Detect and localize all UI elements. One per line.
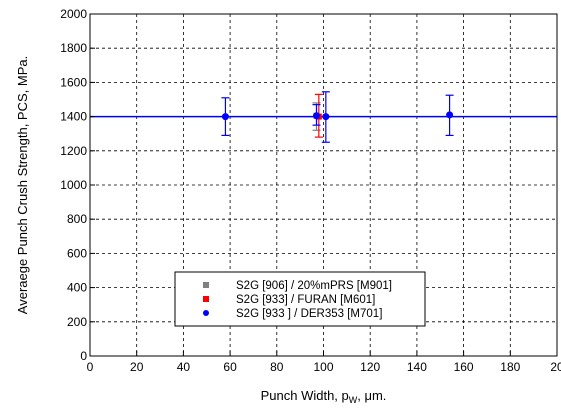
- legend-label: S2G [906] / 20%mPRS [M901]: [236, 280, 392, 292]
- legend-marker: [203, 310, 209, 316]
- legend-entry-2: S2G [933] / FURAN [M601]: [203, 294, 375, 306]
- legend-entry-1: S2G [906] / 20%mPRS [M901]: [203, 280, 392, 292]
- series-3: [221, 91, 454, 143]
- x-tick-label: 60: [223, 360, 237, 374]
- legend-marker: [203, 296, 209, 302]
- data-point: [322, 113, 330, 121]
- x-tick-label: 140: [407, 360, 427, 374]
- x-tick-label: 160: [454, 360, 474, 374]
- x-axis-label-tail: , μm.: [357, 388, 386, 403]
- x-tick-label: 80: [270, 360, 284, 374]
- y-tick-label: 600: [67, 246, 87, 260]
- y-tick-label: 200: [67, 315, 87, 329]
- x-tick-label: 180: [500, 360, 520, 374]
- x-axis-label-subscript: W: [349, 395, 358, 405]
- y-tick-label: 0: [80, 349, 87, 363]
- y-tick-label: 800: [67, 212, 87, 226]
- x-tick-label: 20: [130, 360, 144, 374]
- plot-frame: [89, 13, 558, 357]
- x-tick-label: 0: [87, 360, 94, 374]
- x-axis-label-main: Punch Width, p: [261, 388, 349, 403]
- x-axis-ticks: 0 20 40 60 80 100 120 140 160 180 20: [87, 351, 561, 374]
- series-layer: [221, 91, 454, 143]
- legend-box: [174, 271, 426, 327]
- legend-marker: [203, 282, 209, 288]
- legend-label: S2G [933] / FURAN [M601]: [236, 294, 375, 306]
- legend-label: S2G [933 ] / DER353 [M701]: [236, 308, 382, 320]
- x-tick-label: 120: [360, 360, 380, 374]
- data-point: [221, 113, 229, 121]
- data-point: [446, 111, 454, 119]
- legend: S2G [906] / 20%mPRS [M901] S2G [933] / FU…: [174, 271, 426, 327]
- y-tick-label: 1000: [60, 178, 87, 192]
- y-tick-label: 400: [67, 281, 87, 295]
- y-axis-ticks: 0 200 400 600 800 1000 1200 1400 1600 1800 2000: [60, 7, 95, 363]
- y-tick-label: 2000: [60, 7, 87, 21]
- y-tick-label: 1800: [60, 41, 87, 55]
- grid-lines: [90, 14, 557, 356]
- data-point: [312, 112, 320, 120]
- x-tick-label: 100: [313, 360, 333, 374]
- y-tick-label: 1200: [60, 144, 87, 158]
- y-tick-label: 1400: [60, 110, 87, 124]
- legend-entry-3: S2G [933 ] / DER353 [M701]: [203, 308, 382, 320]
- x-tick-label: 40: [177, 360, 191, 374]
- y-tick-label: 1600: [60, 75, 87, 89]
- y-axis-label: Averaege Punch Crush Strength, PCS, MPa.: [15, 56, 30, 314]
- x-axis-label: Punch Width, pW, μm.: [261, 388, 387, 405]
- x-tick-label: 20: [550, 360, 561, 374]
